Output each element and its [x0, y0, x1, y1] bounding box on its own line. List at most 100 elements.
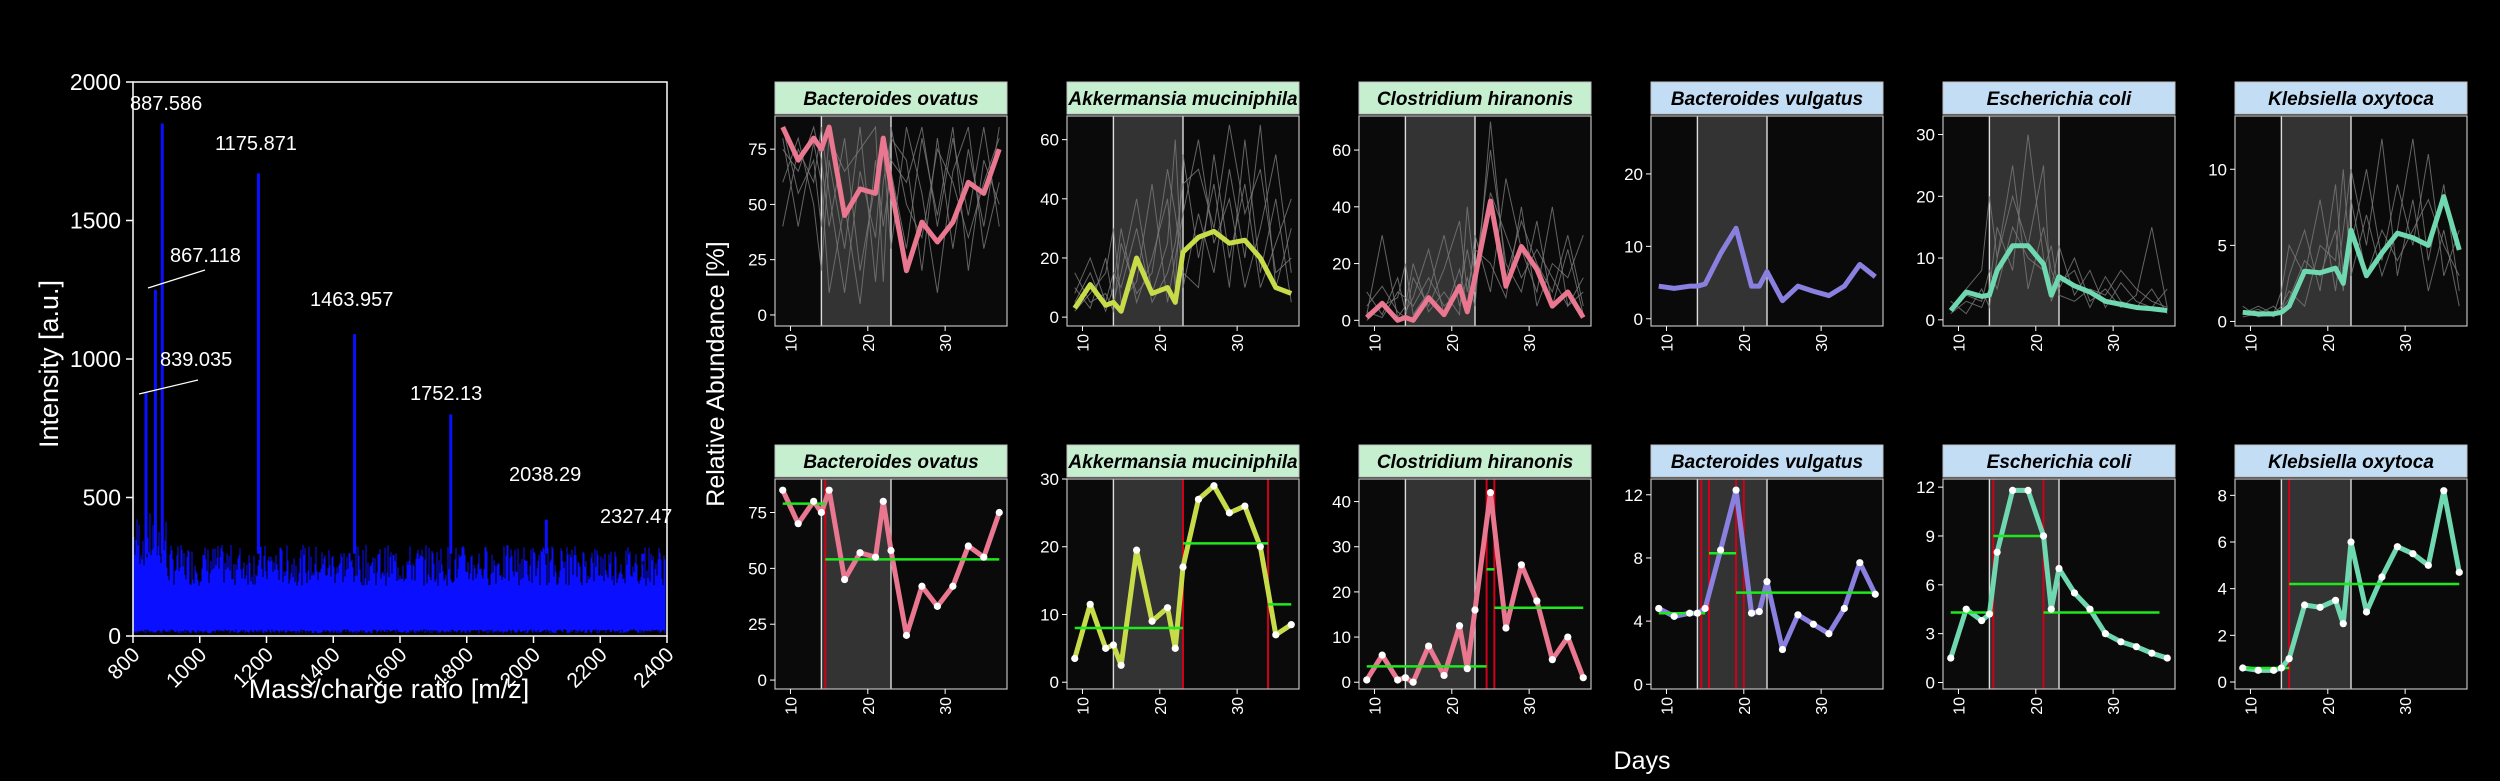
- data-point: [1962, 605, 1970, 613]
- data-point: [794, 520, 802, 528]
- facet-frame: [1942, 115, 2176, 327]
- mean-trajectory: [1072, 228, 1293, 314]
- facet-x-tick-label: 30: [2398, 697, 2415, 715]
- facet-y-tick-label: 0: [1050, 673, 1059, 692]
- data-point: [1241, 502, 1249, 510]
- facet-y-tick-label: 0: [1634, 675, 1643, 694]
- data-point: [1947, 654, 1955, 662]
- mean-trajectory: [780, 124, 1002, 274]
- data-point: [1179, 563, 1187, 571]
- facet-y-tick-label: 75: [748, 504, 767, 523]
- data-point: [2331, 596, 2340, 604]
- data-point: [980, 553, 988, 561]
- data-point: [933, 602, 942, 610]
- facet-x-tick-label: 10: [1951, 697, 1968, 715]
- individual-trajectory: [2242, 138, 2460, 318]
- individual-trajectory: [1366, 121, 1584, 321]
- facet-frame: [1066, 478, 1300, 690]
- data-point: [1287, 621, 1295, 629]
- facet-y-tick-label: 30: [1332, 538, 1351, 557]
- individual-trajectory: [1366, 192, 1584, 319]
- data-point: [2285, 655, 2293, 663]
- data-point: [1409, 678, 1417, 686]
- facet-y-tick-label: 10: [1624, 237, 1643, 256]
- facet-x-tick-label: 30: [2106, 334, 2123, 352]
- facet-x-tick-label: 20: [861, 334, 878, 352]
- facet-x-tick-label: 20: [1737, 334, 1754, 352]
- data-point: [1579, 674, 1587, 682]
- facet-strip: [1942, 81, 2176, 115]
- facet-frame: [1650, 478, 1884, 690]
- facet-y-tick-label: 0: [1926, 311, 1935, 330]
- facet-y-tick-label: 8: [2218, 486, 2227, 505]
- facet-y-tick-label: 8: [1634, 549, 1643, 568]
- intervention-shade: [1989, 116, 2059, 326]
- data-point: [1548, 656, 1556, 664]
- facet-y-tick-label: 20: [1040, 249, 1059, 268]
- individual-trajectory: [1366, 149, 1584, 319]
- facet-strip: [1066, 81, 1300, 115]
- facet-x-tick-label: 10: [1659, 334, 1676, 352]
- facet-frame: [774, 115, 1008, 327]
- facet-y-tick-label: 5: [2218, 236, 2227, 255]
- facet-x-tick-label: 10: [2243, 334, 2260, 352]
- peak-label: 1175.871: [215, 133, 297, 155]
- data-point: [856, 549, 864, 557]
- data-point: [2424, 561, 2432, 569]
- data-point: [2378, 573, 2386, 581]
- data-point: [1670, 612, 1678, 620]
- peak-label: 887.586: [130, 93, 202, 115]
- data-point: [879, 497, 887, 505]
- facet-x-tick-label: 30: [1814, 697, 1831, 715]
- facet-strip-label: Akkermansia muciniphila: [1067, 452, 1298, 473]
- spectrum-y-tick-label: 1000: [70, 346, 121, 372]
- facet-panel: Akkermansia muciniphila 0 10 20 30 10 20 30: [1040, 444, 1300, 715]
- facet-strip-label: Escherichia coli: [1987, 452, 2132, 473]
- data-point: [1394, 676, 1402, 684]
- data-point: [2117, 638, 2125, 646]
- facet-strip: [1650, 444, 1884, 478]
- data-point: [1763, 578, 1771, 586]
- data-point: [1210, 482, 1218, 490]
- individual-trajectory: [1074, 139, 1292, 312]
- facet-y-tick-label: 0: [1342, 673, 1351, 692]
- facet-frame: [1650, 115, 1884, 327]
- data-point: [2440, 487, 2448, 495]
- facet-y-tick-label: 40: [1332, 493, 1351, 512]
- data-point: [1778, 645, 1787, 654]
- facet-strip-label: Clostridium hiranonis: [1377, 89, 1573, 110]
- data-point: [1148, 617, 1156, 625]
- peak-label: 839.035: [160, 349, 232, 371]
- facet-x-tick-label: 20: [1153, 697, 1170, 715]
- peak-leader-line: [147, 269, 206, 289]
- facet-y-tick-label: 25: [748, 251, 767, 270]
- data-point: [2339, 620, 2347, 628]
- peak-leader-line: [138, 379, 199, 395]
- data-point: [1993, 548, 2001, 556]
- individual-trajectory: [782, 126, 1000, 304]
- facet-y-tick-label: 50: [748, 195, 767, 214]
- facet-x-tick-label: 20: [861, 697, 878, 715]
- facet-y-tick-label: 60: [1332, 141, 1351, 160]
- data-point: [2277, 664, 2285, 672]
- data-point: [2301, 601, 2309, 609]
- facet-y-tick-label: 20: [1040, 538, 1059, 557]
- facet-panel: Bacteroides vulgatus 0 4 8 12 10 20 30: [1624, 444, 1884, 715]
- facet-frame: [1942, 478, 2176, 690]
- facet-y-tick-label: 0: [1634, 310, 1643, 329]
- facet-x-tick-label: 10: [1659, 697, 1676, 715]
- facet-x-tick-label: 10: [1367, 697, 1384, 715]
- facet-frame: [774, 478, 1008, 690]
- facet-y-tick-label: 12: [1916, 478, 1935, 497]
- data-point: [1086, 600, 1094, 608]
- facet-y-tick-label: 40: [1332, 198, 1351, 217]
- data-point: [1655, 604, 1663, 613]
- facet-y-tick-label: 20: [1332, 583, 1351, 602]
- data-point: [995, 508, 1003, 517]
- mean-trajectory: [2242, 194, 2462, 317]
- facet-x-tick-label: 10: [1951, 334, 1968, 352]
- facet-y-tick-label: 0: [758, 306, 767, 325]
- facet-strip: [1358, 444, 1592, 478]
- data-point: [1171, 644, 1179, 652]
- data-point: [1117, 661, 1125, 669]
